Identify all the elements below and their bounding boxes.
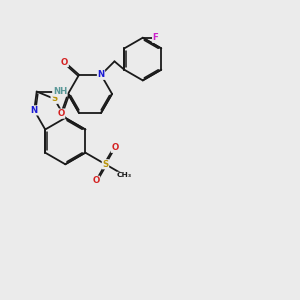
Text: S: S <box>102 160 109 169</box>
Text: O: O <box>61 58 68 67</box>
Text: O: O <box>92 176 100 185</box>
Text: NH: NH <box>53 87 67 96</box>
Text: N: N <box>31 106 38 115</box>
Text: CH₃: CH₃ <box>117 172 132 178</box>
Text: N: N <box>98 70 105 79</box>
Text: F: F <box>153 33 158 42</box>
Text: O: O <box>111 143 118 152</box>
Text: S: S <box>51 94 57 103</box>
Text: O: O <box>57 109 65 118</box>
